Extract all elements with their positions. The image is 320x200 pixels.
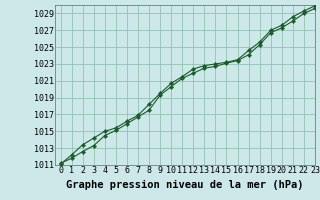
- X-axis label: Graphe pression niveau de la mer (hPa): Graphe pression niveau de la mer (hPa): [66, 180, 304, 190]
